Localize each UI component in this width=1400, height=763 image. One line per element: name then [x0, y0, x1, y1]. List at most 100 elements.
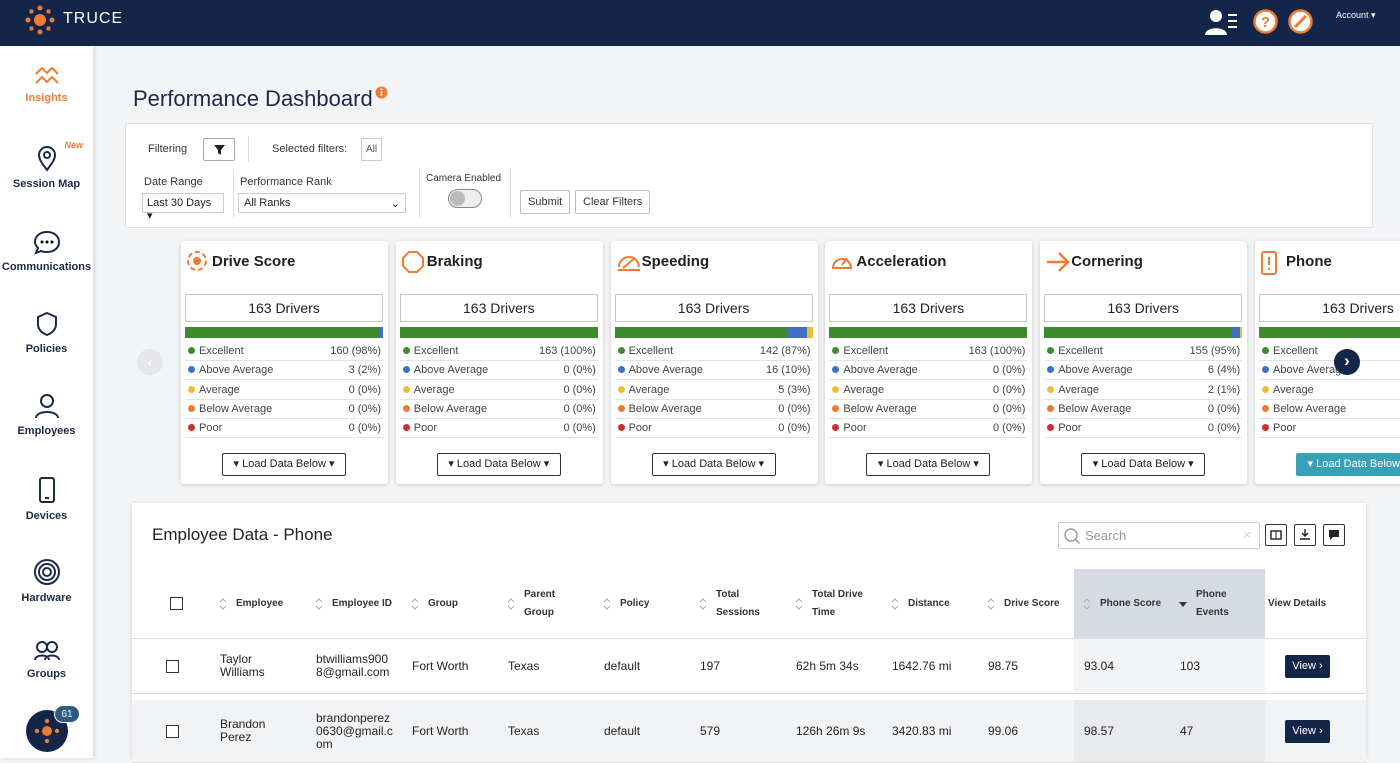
nav-item[interactable]: Hardware [0, 558, 93, 604]
cell-text: default [604, 724, 641, 738]
comment-button[interactable] [1323, 524, 1345, 546]
nav-icon [33, 230, 60, 255]
table-cell: 1642.76 mi [882, 639, 970, 693]
column-header[interactable]: Employee ID [314, 569, 400, 638]
column-header[interactable]: Parent Group [506, 569, 592, 638]
cell-text: Fort Worth [412, 659, 469, 673]
date-range-select[interactable]: Last 30 Days ▾ [142, 193, 224, 222]
level-count: 0 [348, 383, 355, 396]
column-header[interactable]: Total Drive Time [794, 569, 880, 638]
users-icon[interactable] [1203, 8, 1237, 36]
nav-icon [33, 641, 60, 661]
load-data-button[interactable]: ▾ Load Data Below ▾ [1081, 453, 1206, 476]
notifications[interactable]: 61 [26, 705, 80, 752]
level-value: 163 (100%) [969, 342, 1026, 360]
columns-button[interactable] [1265, 524, 1287, 546]
nav-item[interactable]: Employees [0, 393, 93, 437]
level-dot [1262, 347, 1269, 354]
table-cell: Brandon Perez [210, 700, 298, 762]
nav-item[interactable]: Policies [0, 311, 93, 355]
table-cell: btwilliams9008@gmail.com [306, 639, 394, 693]
distribution-bar [829, 327, 1028, 338]
nav-item[interactable]: Groups [0, 640, 93, 680]
prev-arrow[interactable]: ‹ [137, 349, 163, 375]
level-count: 0 [1207, 422, 1214, 435]
level-row: Average [1259, 381, 1400, 400]
load-data-button[interactable]: ▾ Load Data Below ▾ [651, 453, 776, 476]
view-button[interactable]: View › [1285, 720, 1330, 743]
nav-icon [34, 394, 59, 419]
table-cell: 98.75 [978, 639, 1066, 693]
column-header[interactable]: Phone Score [1082, 569, 1168, 638]
account-menu[interactable]: Account ▾ [1336, 10, 1376, 20]
level-share: (0%) [787, 422, 811, 435]
row-checkbox[interactable] [166, 660, 179, 673]
column-header: View Details [1268, 569, 1359, 638]
level-share: (100%) [560, 345, 596, 357]
nav-item[interactable]: Devices [0, 476, 93, 522]
load-data-button[interactable]: ▾ Load Data Below ▾ [222, 453, 346, 476]
table-cell: 103 [1170, 639, 1257, 693]
row-checkbox[interactable] [166, 725, 179, 738]
column-header[interactable]: Phone Events [1178, 569, 1263, 638]
column-header[interactable]: Policy [602, 569, 688, 638]
camera-toggle[interactable] [448, 189, 482, 208]
nav-label: Hardware [21, 591, 72, 604]
level-value: 160 (98%) [330, 342, 381, 360]
bar-segment [1044, 327, 1233, 338]
level-share: (0%) [572, 364, 596, 377]
download-button[interactable] [1294, 524, 1316, 546]
submit-button[interactable]: Submit [520, 190, 571, 214]
level-share: (3%) [787, 383, 811, 396]
level-value: 5 (3%) [778, 381, 810, 399]
next-arrow[interactable]: › [1334, 349, 1360, 375]
column-header[interactable]: Employee [218, 569, 304, 638]
level-value: 0 (0%) [349, 381, 381, 399]
cell-text: Texas [508, 659, 540, 673]
info-icon[interactable] [375, 86, 388, 99]
level-label: Average [1273, 383, 1314, 396]
cell-text: Texas [508, 724, 540, 738]
metric-card: Cornering 163 Drivers Excellent 155 (95%) Abo… [1040, 241, 1248, 484]
metric-card: Braking 163 Drivers Excellent 163 (100%) Abov… [395, 241, 603, 484]
card-icon [616, 250, 642, 277]
rank-select[interactable]: All Ranks ⌄ [238, 193, 406, 213]
nav-item[interactable]: Communications [0, 229, 93, 273]
column-header[interactable]: Drive Score [986, 569, 1072, 638]
table-cell: 126h 26m 9s [786, 700, 874, 762]
level-row: Above Average 3 (2%) [185, 361, 383, 381]
search-box[interactable]: Search × [1058, 522, 1260, 549]
cell-text: 126h 26m 9s [796, 724, 866, 738]
filter-button[interactable] [203, 138, 235, 161]
cell-text: 62h 5m 34s [796, 659, 859, 673]
level-row: Excellent 155 (95%) [1044, 342, 1243, 361]
load-data-button[interactable]: ▾ Load Data Below ▾ [1296, 453, 1400, 476]
driver-count: 163 Drivers [829, 294, 1028, 322]
clear-filters-button[interactable]: Clear Filters [575, 190, 651, 214]
level-share: (87%) [781, 345, 811, 357]
column-header[interactable]: Distance [890, 569, 976, 638]
card-title: Braking [426, 253, 483, 270]
level-share: (98%) [351, 345, 381, 357]
bar-segment [829, 327, 1028, 338]
level-value: 3 (2%) [349, 361, 381, 379]
help-icon[interactable]: ? [1253, 9, 1278, 34]
column-header[interactable]: Group [410, 569, 496, 638]
nav-item[interactable]: Insights [0, 64, 93, 104]
level-value: 6 (4%) [1208, 361, 1240, 379]
level-count: 0 [993, 364, 1000, 377]
bar-segment [614, 327, 788, 338]
nav-item[interactable]: Session Map New [0, 140, 93, 190]
level-share: (0%) [572, 402, 596, 415]
card-icon [186, 250, 208, 277]
level-label: Below Average [1273, 402, 1347, 415]
view-button[interactable]: View › [1285, 655, 1330, 678]
level-label: Above Average [1058, 364, 1133, 377]
column-header[interactable]: Total Sessions [698, 569, 784, 638]
load-data-button[interactable]: ▾ Load Data Below ▾ [436, 453, 561, 476]
load-data-button[interactable]: ▾ Load Data Below ▾ [866, 453, 991, 476]
distribution-bar [399, 327, 598, 338]
header-checkbox[interactable] [170, 597, 183, 610]
nav-badge: New [64, 140, 83, 151]
tools-icon[interactable] [1288, 9, 1313, 34]
